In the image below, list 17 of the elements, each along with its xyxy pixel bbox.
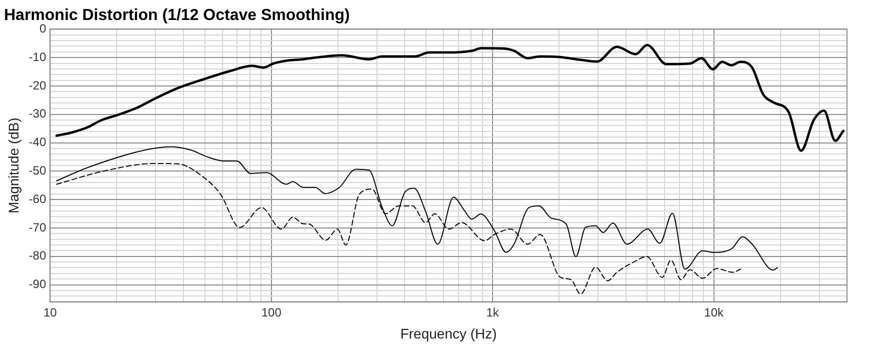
- y-tick-label: -30: [28, 106, 46, 121]
- y-tick-label: -10: [28, 50, 46, 64]
- y-tick-label: -90: [28, 277, 46, 292]
- y-tick-label: -50: [28, 163, 46, 178]
- y-tick-label: -40: [28, 135, 46, 150]
- x-tick-label: 10k: [704, 305, 724, 320]
- y-tick-label: 0: [39, 22, 46, 36]
- x-tick-label: 100: [261, 305, 282, 320]
- x-tick-label: 10: [43, 305, 58, 320]
- y-tick-label: -70: [28, 220, 46, 234]
- y-tick-label: -60: [28, 192, 46, 206]
- chart-title: Harmonic Distortion (1/12 Octave Smoothing): [4, 7, 350, 24]
- y-tick-label: -20: [28, 78, 46, 92]
- y-axis-title: Magnitude (dB): [5, 118, 22, 214]
- x-tick-label: 1k: [486, 305, 500, 320]
- x-axis-title: Frequency (Hz): [400, 325, 497, 342]
- y-tick-label: -80: [28, 248, 46, 263]
